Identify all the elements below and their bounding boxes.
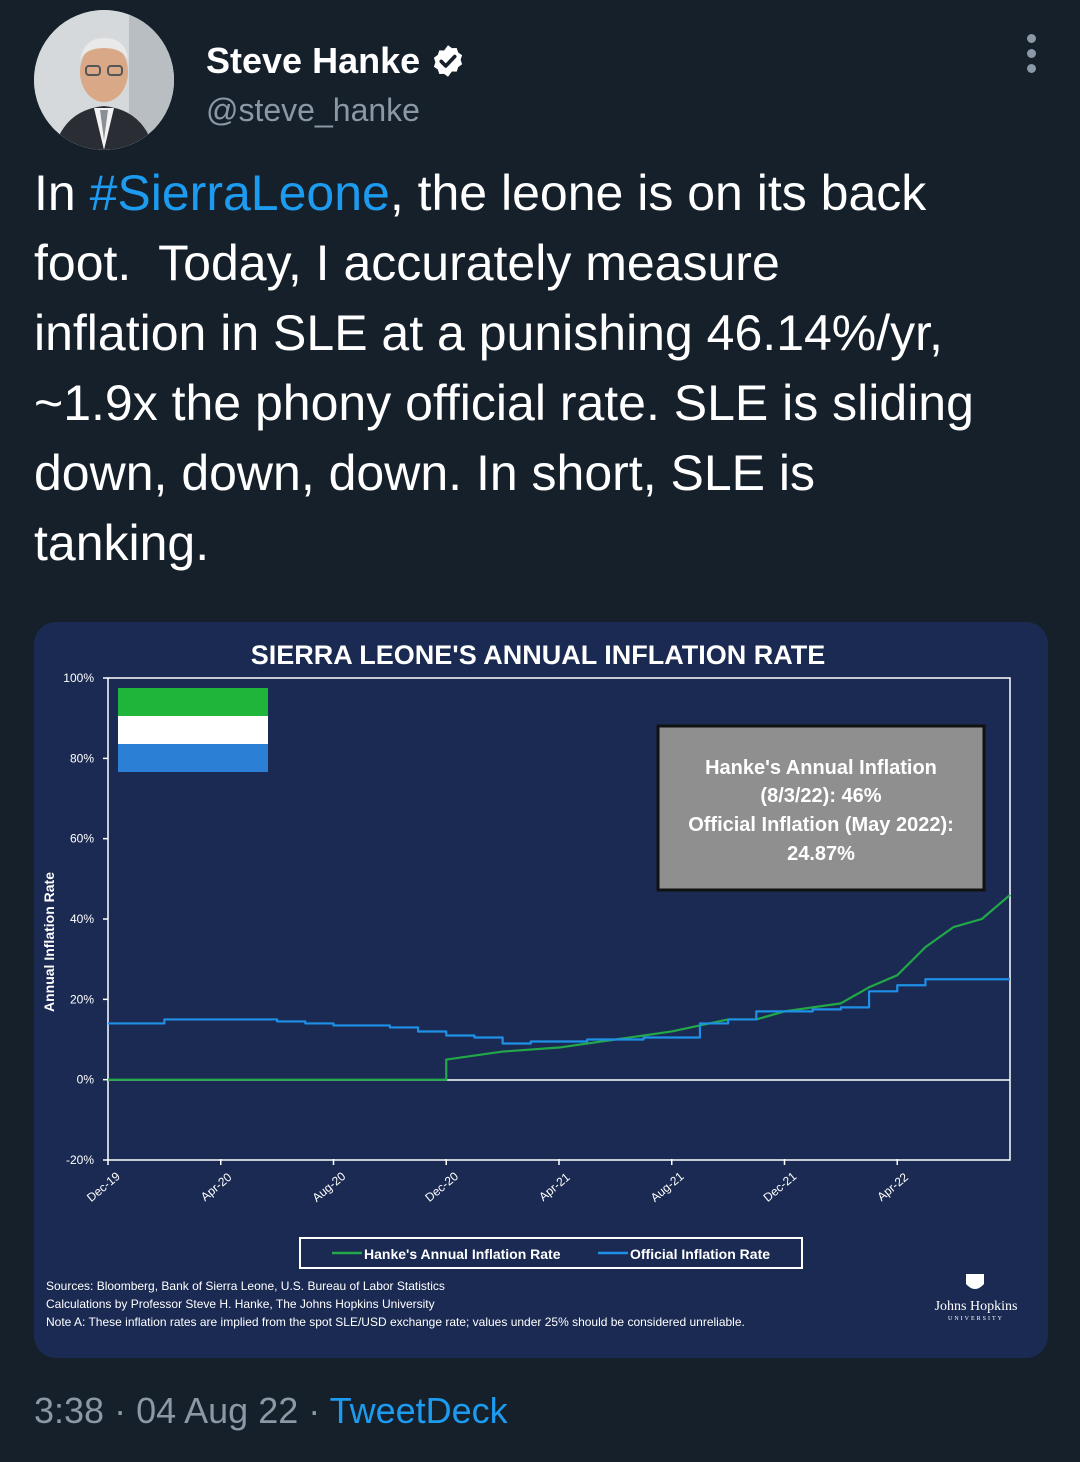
y-tick-label: 60% [70,832,94,846]
display-name[interactable]: Steve Hanke [206,40,421,81]
legend-hanke-label: Hanke's Annual Inflation Rate [364,1246,561,1262]
annotation-box: Hanke's Annual Inflation (8/3/22): 46% O… [656,724,986,892]
verified-badge-icon [434,45,463,77]
y-tick-label: 80% [70,751,94,765]
y-axis-label: Annual Inflation Rate [41,872,57,1012]
y-tick-label: 20% [70,992,94,1006]
tweet-source-link[interactable]: TweetDeck [329,1390,508,1431]
legend-official-label: Official Inflation Rate [630,1246,770,1262]
chart-legend: Hanke's Annual Inflation Rate Official I… [299,1237,803,1269]
y-tick-label: 100% [63,671,94,685]
sources-line-2: Calculations by Professor Steve H. Hanke… [46,1297,435,1311]
avatar[interactable] [34,10,174,150]
x-tick-label: Dec-19 [84,1169,123,1205]
x-tick-label: Apr-22 [874,1170,911,1204]
y-axis-ticks: 100% 80% 60% 40% 20% 0% -20% [63,671,108,1167]
hashtag-link[interactable]: #SierraLeone [89,165,390,221]
sierra-leone-flag [118,688,268,772]
series-line-official [108,978,1010,1045]
tweet-time[interactable]: 3:38 [34,1390,105,1431]
annotation-line-1: Hanke's Annual Inflation [705,757,937,779]
x-tick-label: Dec-20 [422,1169,461,1205]
annotation-line-4: 24.87% [787,843,855,865]
tweet-text-before: In [34,165,90,221]
x-tick-label: Aug-20 [310,1169,349,1205]
series-layer [108,894,1011,1081]
sources-line-1: Sources: Bloomberg, Bank of Sierra Leone… [46,1279,445,1293]
tweet-header: Steve Hanke @steve_hanke [34,10,1054,150]
x-axis-ticks: Dec-19 Apr-20 Aug-20 Dec-20 Apr-21 Aug-21 Dec-… [84,1159,911,1205]
tweet-footer: 3:38 · 04 Aug 22 · TweetDeck [34,1390,508,1432]
x-tick-label: Dec-21 [761,1169,800,1205]
footer-separator: · [298,1390,330,1431]
tweet-media-chart[interactable]: SIERRA LEONE'S ANNUAL INFLATION RATE 100… [34,622,1048,1358]
series-line-hanke [108,894,1011,1081]
y-tick-label: 0% [77,1073,95,1087]
x-tick-label: Aug-21 [648,1169,687,1205]
tweet-text: In #SierraLeone, the leone is on its bac… [34,158,1054,578]
tweet-text-after: , the leone is on its back foot. Today, … [34,165,974,571]
annotation-line-3: Official Inflation (May 2022): [688,814,954,836]
sources-line-3: Note A: These inflation rates are implie… [46,1315,745,1329]
user-handle[interactable]: @steve_hanke [206,92,420,128]
y-tick-label: -20% [66,1153,94,1167]
avatar-portrait [34,10,174,150]
chart-sources: Sources: Bloomberg, Bank of Sierra Leone… [46,1279,745,1329]
name-row: Steve Hanke [206,40,466,82]
logo-name: Johns Hopkins [935,1299,1018,1314]
annotation-line-2: (8/3/22): 46% [760,785,881,807]
x-tick-label: Apr-20 [198,1170,235,1204]
tweet-date[interactable]: 04 Aug 22 [136,1390,299,1431]
inflation-chart: SIERRA LEONE'S ANNUAL INFLATION RATE 100… [41,640,1018,1329]
footer-separator: · [104,1390,137,1431]
y-tick-label: 40% [70,912,94,926]
johns-hopkins-logo: Johns Hopkins UNIVERSITY [935,1274,1018,1322]
x-tick-label: Apr-21 [536,1170,573,1204]
chart-title: SIERRA LEONE'S ANNUAL INFLATION RATE [251,640,825,670]
logo-sub: UNIVERSITY [948,1316,1004,1322]
more-options-icon[interactable] [1024,34,1038,78]
